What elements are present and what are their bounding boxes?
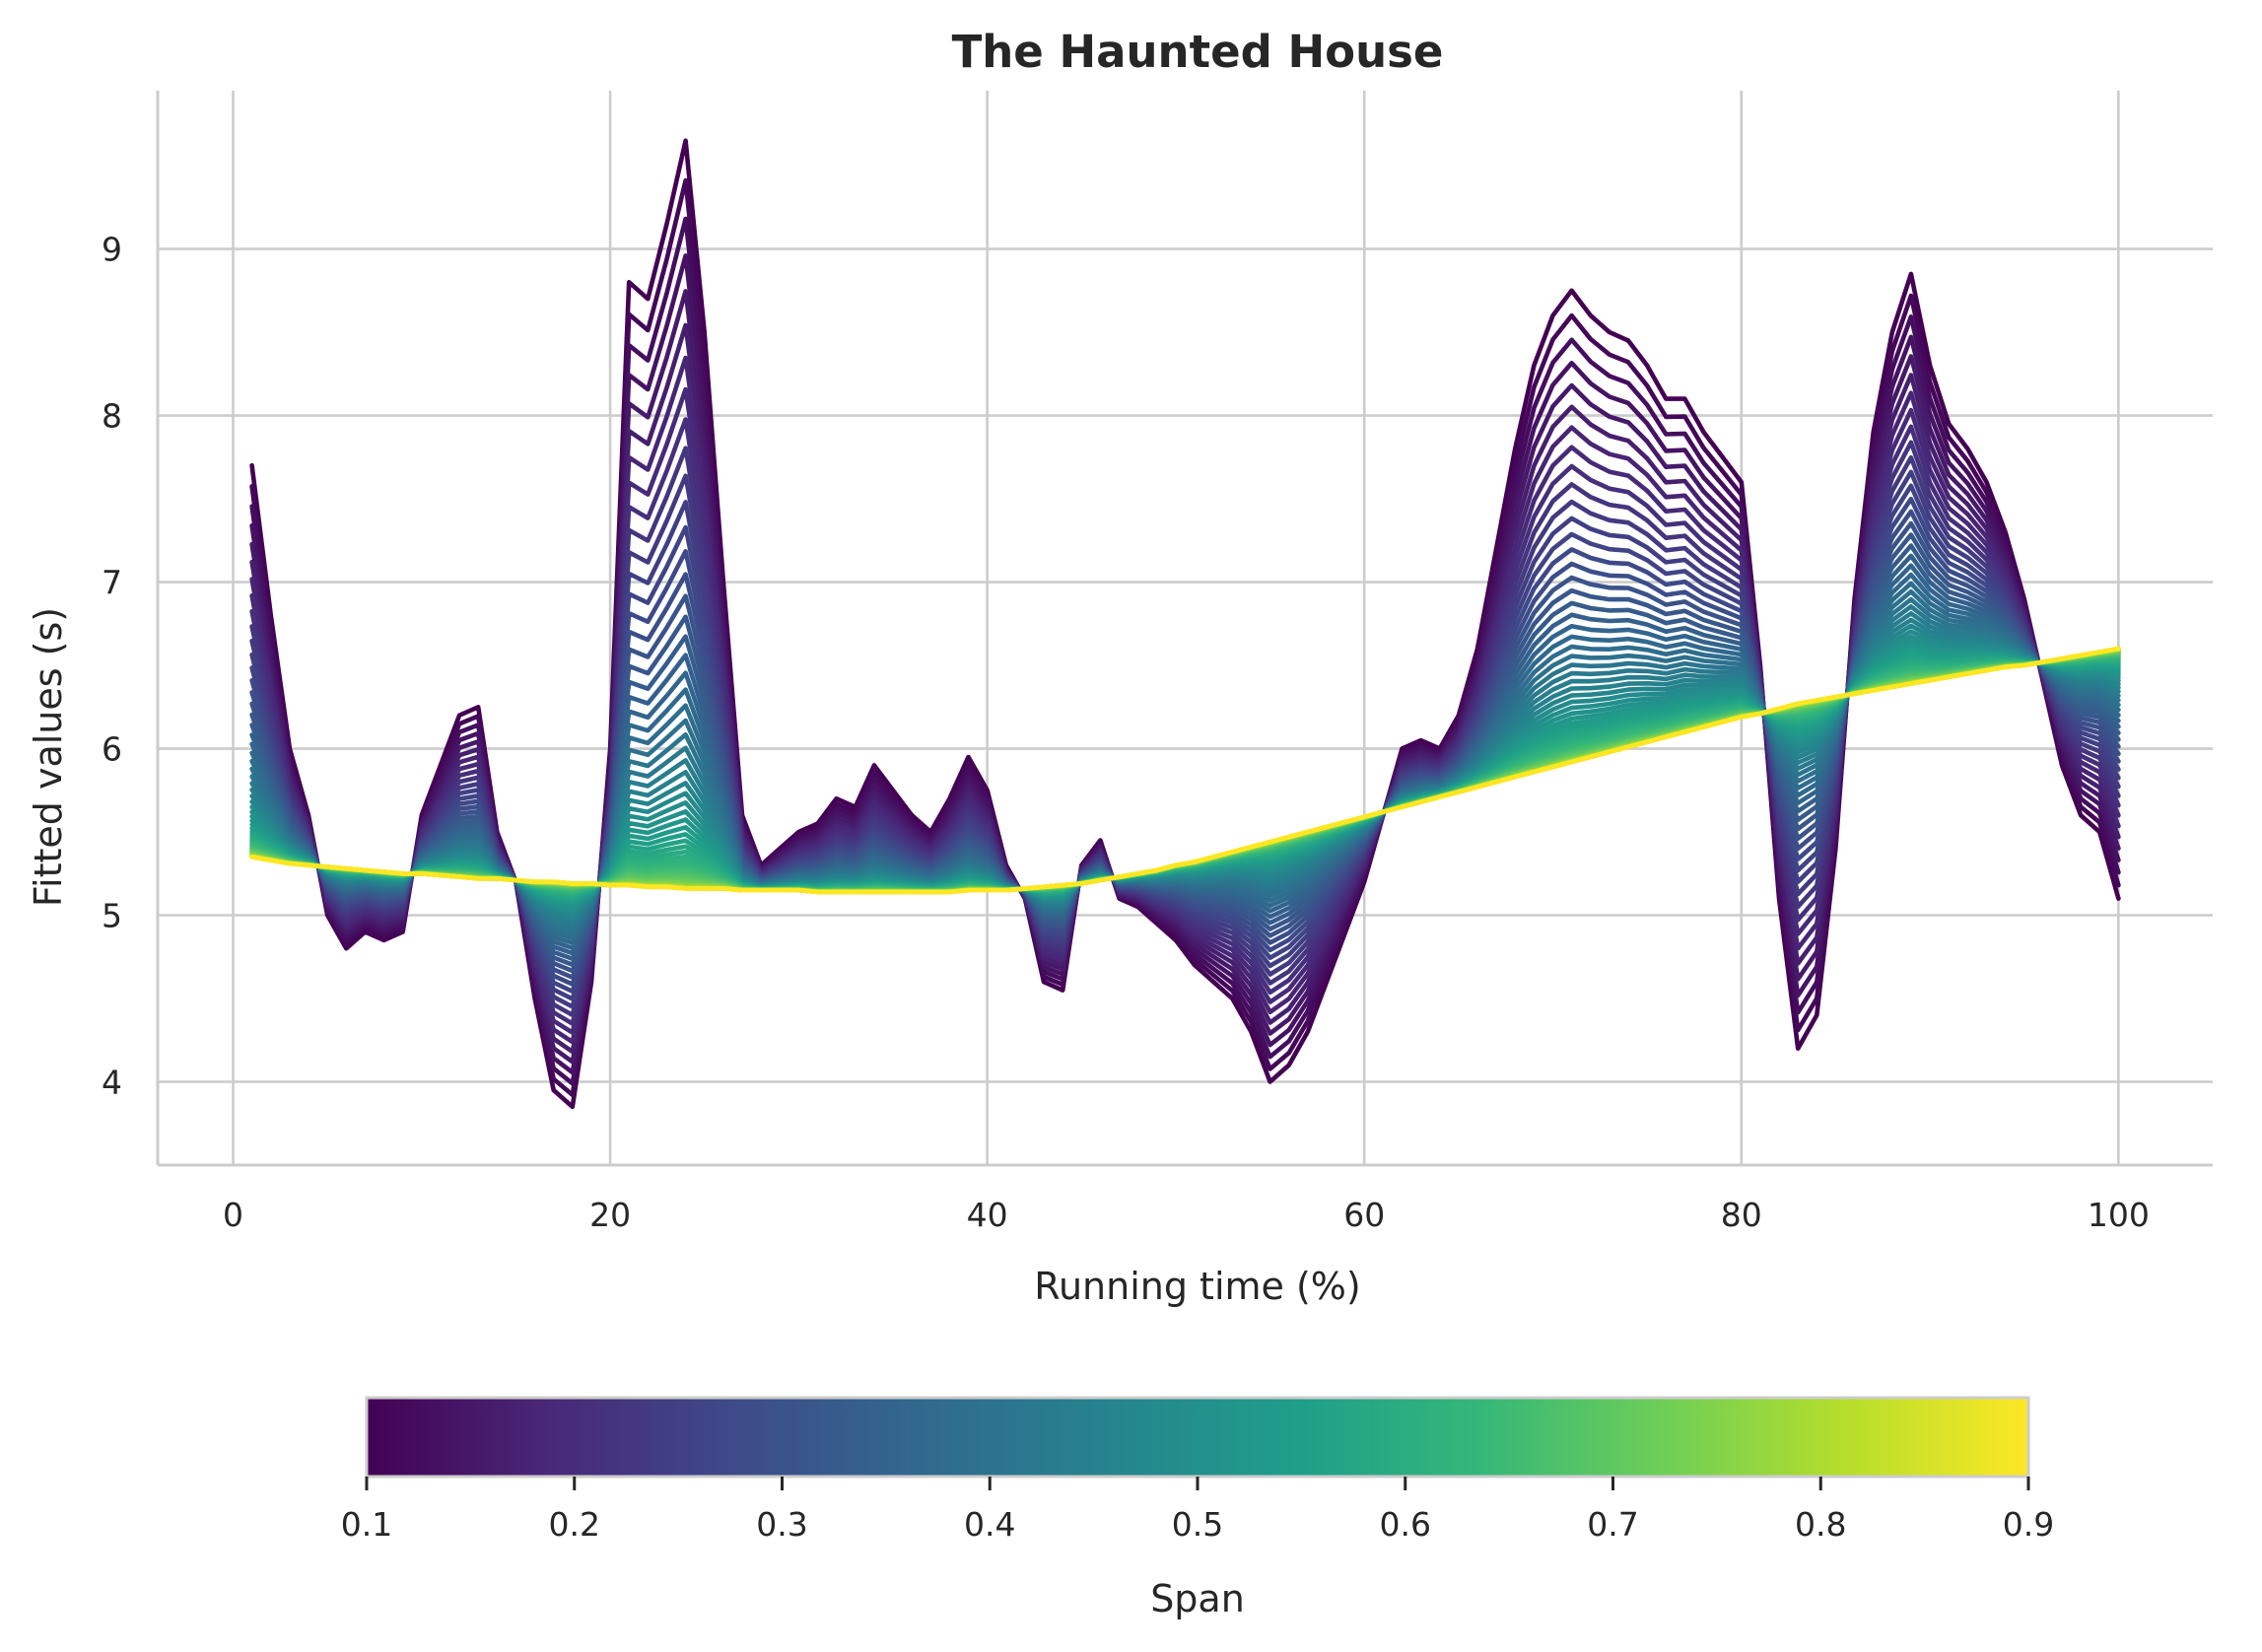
colorbar-tick-label: 0.4 (964, 1505, 1015, 1544)
fitted-curve (249, 646, 2121, 895)
tick-labels: 0 20 40 60 80 100 4 5 6 7 8 9 (102, 231, 2150, 1234)
series-lines (249, 138, 2121, 1110)
y-axis-label: Fitted values (s) (27, 607, 70, 907)
fitted-curve (249, 454, 2121, 1009)
colorbar-ticks: 0.1 0.2 0.3 0.4 0.5 0.6 0.7 0.8 0.9 (341, 1477, 2054, 1544)
x-tick-label: 100 (2088, 1196, 2150, 1234)
y-tick-label: 9 (102, 231, 122, 269)
colorbar-tick-label: 0.7 (1587, 1505, 1638, 1544)
colorbar-tick-label: 0.6 (1380, 1505, 1431, 1544)
fitted-curve (249, 138, 2121, 1110)
fitted-curve (249, 253, 2121, 1075)
x-tick-label: 20 (589, 1196, 631, 1234)
colorbar: 0.1 0.2 0.3 0.4 0.5 0.6 0.7 0.8 0.9 Span (341, 1396, 2054, 1620)
colorbar-tick-label: 0.5 (1172, 1505, 1223, 1544)
x-tick-label: 80 (1721, 1196, 1762, 1234)
colorbar-tick-label: 0.2 (549, 1505, 600, 1544)
colorbar-tick-label: 0.3 (756, 1505, 807, 1544)
fitted-curve (249, 386, 2121, 1035)
colorbar-tick-label: 0.1 (341, 1505, 392, 1544)
y-tick-label: 6 (102, 730, 122, 769)
axis-spines (156, 91, 2213, 1167)
fitted-curve (249, 496, 2121, 987)
fitted-curve (249, 509, 2121, 980)
colorbar-tick-label: 0.9 (2003, 1505, 2054, 1544)
x-tick-label: 60 (1343, 1196, 1385, 1234)
fitted-curve (249, 289, 2121, 1065)
x-tick-label: 40 (967, 1196, 1008, 1234)
fitted-curve (249, 355, 2121, 1045)
y-tick-label: 5 (102, 897, 122, 935)
chart-title: The Haunted House (952, 26, 1444, 78)
fitted-curve (249, 469, 2121, 1001)
fitted-curve (249, 322, 2121, 1055)
colorbar-tick-label: 0.8 (1795, 1505, 1846, 1544)
fitted-curve (249, 520, 2121, 974)
x-axis-label: Running time (%) (1034, 1265, 1360, 1308)
fitted-curve (249, 216, 2121, 1086)
fitted-curve (249, 483, 2121, 995)
fitted-curve (249, 177, 2121, 1098)
x-tick-label: 0 (223, 1196, 243, 1234)
colorbar-label: Span (1150, 1577, 1245, 1620)
fitted-curve (249, 440, 2121, 1017)
colorbar-gradient (365, 1396, 2030, 1479)
fitted-curve (249, 417, 2121, 1026)
y-tick-label: 8 (102, 397, 122, 436)
y-tick-label: 4 (102, 1064, 122, 1102)
y-tick-label: 7 (102, 564, 122, 602)
